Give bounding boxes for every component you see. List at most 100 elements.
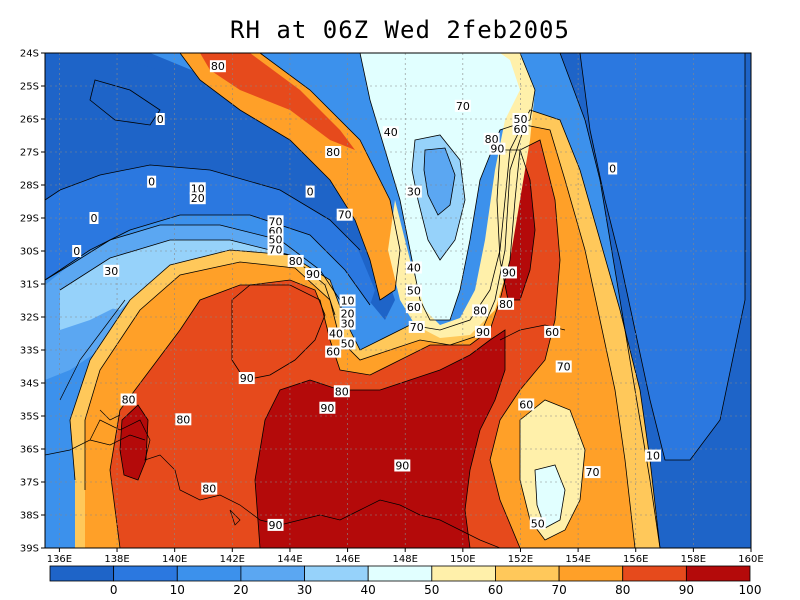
x-tick-label: 138E [104, 554, 129, 565]
contour-label: 50 [513, 113, 527, 126]
contour-label: 80 [499, 298, 513, 311]
contour-label-bg [267, 215, 284, 228]
contour-label: 90 [306, 268, 320, 281]
contour-label-bg [267, 233, 284, 246]
contour-label-bg [489, 142, 506, 155]
x-tick-label: 150E [450, 554, 475, 565]
y-axis: 24S 25S 26S 27S 28S 29S 30S 31S 32S 33S 34S 35S 36S 3… [20, 49, 45, 555]
y-tick-label: 24S [20, 49, 39, 60]
y-tick-label: 32S [20, 313, 39, 324]
colorbar-swatch [113, 565, 178, 582]
contour-label-bg [325, 146, 342, 158]
contour-label-bg [339, 317, 356, 330]
colorbar-label: 80 [615, 583, 630, 597]
colorbar-swatch [495, 565, 560, 582]
contour-label-bg [328, 327, 345, 340]
x-tick-label: 148E [393, 554, 418, 565]
contour-label: 20 [191, 192, 205, 205]
colorbar-swatch [622, 565, 687, 582]
y-tick-label: 37S [20, 478, 39, 489]
contour-label: 80 [335, 385, 349, 398]
contour-label: 60 [326, 346, 340, 359]
contour-label-bg [304, 268, 321, 281]
contour-label-bg [201, 482, 218, 495]
contour-label-bg [544, 325, 561, 338]
y-tick-label: 36S [20, 445, 39, 456]
y-tick-label: 35S [20, 412, 39, 423]
contour-label-bg [454, 99, 471, 112]
contour-label-bg [238, 372, 255, 385]
colorbar-label: 50 [424, 583, 439, 597]
contour-label: 70 [557, 361, 571, 374]
contour-label: 70 [586, 466, 600, 479]
colorbar-label: 40 [361, 583, 376, 597]
contour-label-bg [408, 320, 425, 333]
contour-label-bg [405, 261, 422, 274]
contour-label: 10 [191, 182, 205, 195]
contour-label: 90 [476, 326, 490, 339]
contour-label: 10 [646, 450, 660, 463]
colorbar-swatch [240, 565, 305, 582]
colorbar-label: 60 [488, 583, 503, 597]
colorbar-swatch [176, 565, 242, 582]
contour-label-bg [498, 297, 515, 310]
colorbar-label: 0 [110, 583, 118, 597]
contour-label: 60 [513, 123, 527, 136]
contour-label-bg [645, 449, 662, 462]
contour-label: 70 [410, 321, 424, 334]
y-tick-label: 29S [20, 214, 39, 225]
contour-label-bg [405, 185, 422, 198]
contour-label: 40 [329, 328, 343, 341]
contour-label-bg [287, 254, 304, 267]
contour-fill-layer [45, 53, 751, 548]
x-tick-label: 140E [162, 554, 187, 565]
contour-label: 90 [269, 519, 283, 532]
contour-label-bg [500, 266, 517, 279]
contour-label: 0 [157, 113, 164, 126]
colorbar-swatch [49, 565, 115, 582]
contour-label-bg [155, 113, 165, 125]
colorbar-swatch [431, 565, 496, 582]
contour-label: 60 [407, 301, 421, 314]
y-tick-label: 38S [20, 511, 39, 522]
contour-label: 50 [269, 233, 283, 246]
contour-label: 70 [338, 209, 352, 222]
contour-label: 90 [502, 266, 516, 279]
contour-label: 30 [407, 186, 421, 199]
colorbar-label: 70 [551, 583, 566, 597]
y-tick-label: 39S [20, 544, 39, 555]
y-tick-label: 26S [20, 115, 39, 126]
y-tick-label: 30S [20, 247, 39, 258]
contour-label-bg [608, 162, 618, 175]
y-tick-label: 27S [20, 148, 39, 159]
contour-label: 0 [73, 245, 80, 258]
x-tick-label: 152E [508, 554, 533, 565]
contour-label-bg [147, 175, 157, 188]
y-tick-label: 25S [20, 82, 39, 93]
contour-label: 80 [326, 146, 340, 159]
colorbar-label: 20 [233, 583, 248, 597]
contour-lines [45, 53, 746, 548]
contour-label-bg [336, 208, 353, 221]
x-tick-label: 142E [220, 554, 245, 565]
contour-label: 20 [341, 308, 355, 321]
contour-label-bg [339, 337, 356, 350]
colorbar-swatch [367, 565, 433, 582]
colorbar-label: 90 [679, 583, 694, 597]
contour-label-bg [584, 466, 601, 479]
contour-label-bg [518, 398, 535, 411]
contour-label: 30 [341, 318, 355, 331]
contour-label-bg [333, 385, 350, 398]
x-tick-label: 160E [738, 554, 763, 565]
contour-label: 50 [341, 337, 355, 350]
contour-label: 70 [269, 243, 283, 256]
x-tick-label: 146E [335, 554, 360, 565]
contour-label-bg [405, 284, 422, 297]
colorbar-label: 30 [297, 583, 312, 597]
colorbar-swatch [304, 565, 369, 582]
contour-label: 40 [384, 126, 398, 139]
contour-label-bg [103, 264, 120, 277]
contour-label-bg [267, 518, 284, 531]
colorbar-label: 100 [739, 583, 762, 597]
